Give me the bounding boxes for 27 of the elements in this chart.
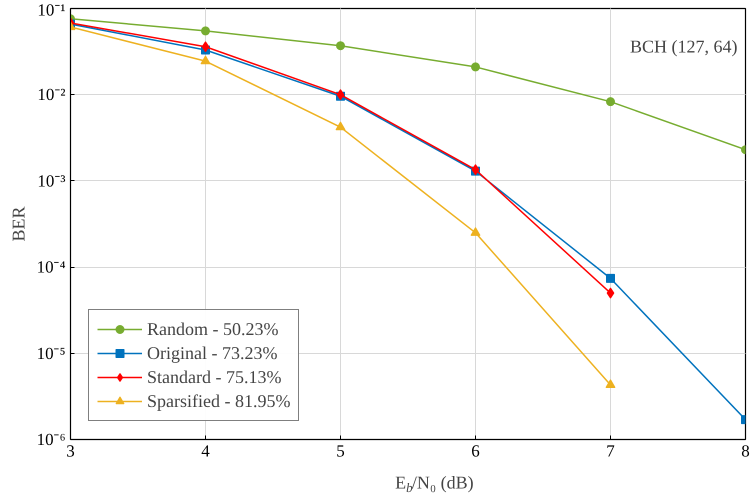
point xyxy=(201,26,210,36)
y-tick-label: 10⁻⁴ xyxy=(36,258,66,277)
y-tick-label: 10⁻² xyxy=(37,85,66,104)
point xyxy=(470,227,480,236)
legend-label: Standard - 75.13% xyxy=(147,366,282,388)
x-tick-label: 7 xyxy=(606,442,616,460)
legend-label: Original - 73.23% xyxy=(147,342,278,364)
y-tick-label: 10⁻³ xyxy=(37,171,66,190)
point xyxy=(606,97,615,106)
point xyxy=(200,55,210,64)
point xyxy=(336,41,345,50)
legend-label: Sparsified - 81.95% xyxy=(147,390,290,412)
point xyxy=(471,62,480,72)
x-tick-label: 4 xyxy=(201,442,210,460)
y-tick-label: 10⁻¹ xyxy=(37,0,66,20)
x-tick-label: 6 xyxy=(471,442,480,460)
y-tick-label: 10⁻⁶ xyxy=(36,430,66,449)
point xyxy=(606,379,616,388)
point xyxy=(336,121,346,130)
x-tick-label: 5 xyxy=(336,442,345,460)
y-tick-label: 10⁻⁵ xyxy=(36,344,66,363)
x-tick-label: 8 xyxy=(741,442,750,460)
x-tick-label: 3 xyxy=(66,442,75,460)
annotation: BCH (127, 64) xyxy=(630,36,738,56)
y-axis-title: BER xyxy=(8,206,29,242)
point xyxy=(606,274,615,283)
legend-label: Random - 50.23% xyxy=(147,318,278,340)
